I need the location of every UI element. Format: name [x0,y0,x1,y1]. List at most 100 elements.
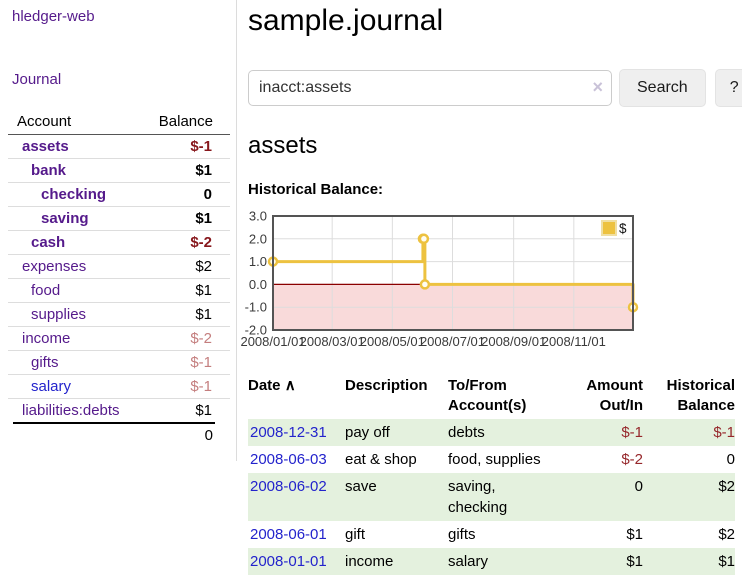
register-header-description: Description [345,377,428,394]
sidebar-account-link-gifts[interactable]: gifts [31,354,59,371]
transaction-date-link[interactable]: 2008-06-01 [250,525,327,543]
sidebar-account-row: cash $-2 [8,230,230,254]
transaction-description: save [345,477,377,495]
y-axis-tick-label: 2.0 [249,231,267,246]
transaction-description: pay off [345,423,390,441]
sidebar-account-link-expenses[interactable]: expenses [22,258,87,275]
sidebar-account-row: gifts $-1 [8,350,230,374]
account-balance: $1 [195,210,212,227]
transaction-date-link[interactable]: 2008-06-03 [250,450,327,468]
y-axis-tick-label: -1.0 [245,300,267,315]
transaction-description: eat & shop [345,450,417,468]
plot-border [272,215,634,331]
search-button[interactable]: Search [619,69,706,107]
account-heading: assets [248,132,318,159]
accounts-header-balance: Balance [158,113,213,130]
transaction-balance: $1 [718,552,735,570]
transaction-accounts: gifts [448,525,476,543]
register-row: 2008-06-03 eat & shop food, supplies $-2 0 [248,446,735,473]
transaction-date-link[interactable]: 2008-12-31 [250,423,327,441]
y-axis-tick-label: -2.0 [245,323,267,338]
transaction-balance: $-1 [713,423,735,441]
sidebar-account-link-liabilities-debts[interactable]: liabilities:debts [22,402,120,419]
register-row: 2008-06-02 save saving, checking 0 $2 [248,472,735,521]
transaction-accounts: salary [448,552,489,570]
data-point-marker[interactable] [418,233,430,245]
x-axis-tick-label: 2008/05/01 [360,334,425,349]
transaction-balance: 0 [726,450,735,468]
register-row: 2008-12-31 pay off debts $-1 $-1 [248,418,735,446]
x-axis-tick-label: 2008/07/01 [420,334,485,349]
account-balance: $-2 [190,330,212,347]
accounts-table: Account Balance assets $-1 bank $1 checking 0… [8,110,230,447]
sidebar-account-row: food $1 [8,278,230,302]
accounts-list: assets $-1 bank $1 checking 0 saving $1 cash $-2 e… [8,135,230,422]
account-balance: $1 [195,162,212,179]
sidebar-account-link-cash[interactable]: cash [31,234,66,251]
data-point-marker[interactable] [419,279,431,290]
x-axis-tick-label: 2008/01/01 [240,334,305,349]
transaction-balance: $2 [718,525,735,543]
register-row: 2008-01-01 income salary $1 $1 [248,547,735,575]
account-balance: $-1 [190,354,212,371]
transaction-amount: $1 [626,552,643,570]
transaction-amount: 0 [634,477,643,495]
account-balance: $-1 [190,138,212,155]
transaction-accounts: debts [448,423,485,441]
register-row: 2008-06-01 gift gifts $1 $2 [248,521,735,548]
account-balance: $1 [195,282,212,299]
transaction-amount: $-2 [621,450,643,468]
search-form: × Search ? [248,69,742,107]
sidebar-account-row: checking 0 [8,182,230,206]
y-axis-tick-label: 3.0 [249,209,267,224]
search-input-wrap: × [248,70,612,106]
chart-canvas[interactable]: 3.0 2.0 1.0 0.0 -1.0 -2.02008/01/012008/03/01… [240,207,742,357]
sidebar-account-link-checking[interactable]: checking [41,186,107,203]
transaction-amount: $1 [626,525,643,543]
transaction-description: income [345,552,394,570]
sidebar-account-link-food[interactable]: food [31,282,61,299]
register-header-row: Date ∧ Description To/From Account(s) Am… [248,374,735,419]
sidebar-account-row: expenses $2 [8,254,230,278]
sidebar: hledger-web Journal Account Balance asse… [0,0,237,461]
x-axis-tick-label: 2008/09/01 [481,334,546,349]
main-content: sample.journal × Search ? assets Histori… [237,0,742,582]
transaction-accounts: saving, checking [448,477,508,516]
register-header-date: Date ∧ [248,377,296,394]
accounts-table-header: Account Balance [8,110,230,135]
accounts-total-row: 0 [13,422,215,447]
search-input[interactable] [248,70,612,106]
sidebar-account-link-income[interactable]: income [22,330,71,347]
sort-ascending-icon: ∧ [284,377,296,394]
sidebar-account-row: bank $1 [8,158,230,182]
transaction-date-link[interactable]: 2008-01-01 [250,552,327,570]
sidebar-account-link-supplies[interactable]: supplies [31,306,87,323]
sidebar-account-link-assets[interactable]: assets [22,138,69,155]
sidebar-account-row: liabilities:debts $1 [8,398,230,422]
transaction-amount: $-1 [621,423,643,441]
sidebar-account-link-salary[interactable]: salary [31,378,72,395]
legend-label: $ [619,221,627,236]
sidebar-account-link-bank[interactable]: bank [31,162,67,179]
historical-balance-chart[interactable]: 3.0 2.0 1.0 0.0 -1.0 -2.0 2008/01/01 2008/03/01… [240,207,742,357]
account-balance: $-2 [190,234,212,251]
transaction-date-link[interactable]: 2008-06-02 [250,477,327,495]
transaction-accounts: food, supplies [448,450,541,468]
register-header-balance: Historical Balance [666,377,735,415]
help-button[interactable]: ? [714,69,742,107]
y-axis-tick-label: 0.0 [249,277,267,292]
account-balance: $-1 [190,378,212,395]
sidebar-account-row: saving $1 [8,206,230,230]
account-balance: $2 [195,258,212,275]
clear-search-icon[interactable]: × [592,77,603,97]
register-table: Date ∧ Description To/From Account(s) Am… [248,374,735,575]
page-title: sample.journal [248,4,444,37]
legend-swatch [601,220,617,236]
brand-link[interactable]: hledger-web [12,8,95,25]
sidebar-item-journal[interactable]: Journal [12,71,62,88]
sidebar-account-row: income $-2 [8,326,230,350]
sidebar-account-link-saving[interactable]: saving [41,210,89,227]
transaction-balance: $2 [718,477,735,495]
register-header-accounts: To/From Account(s) [448,377,527,415]
account-balance: 0 [203,186,212,203]
